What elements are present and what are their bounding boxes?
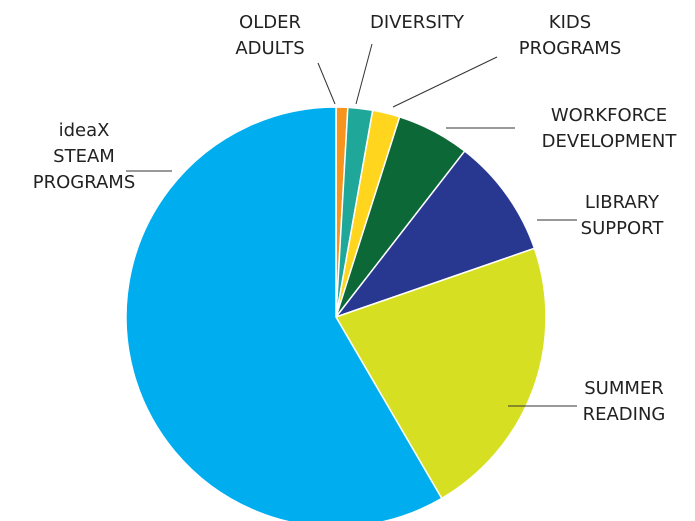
slice-label-line: DIVERSITY — [370, 12, 465, 33]
slice-label-older: OLDER ADULTS — [235, 12, 304, 59]
leader-lines — [126, 43, 577, 407]
leader-line-diversity — [355, 43, 373, 105]
pie-slice-summer — [334, 247, 547, 500]
slice-label-ideax: ideaX STEAM PROGRAMS — [33, 120, 136, 193]
slice-label-line: ADULTS — [235, 38, 304, 59]
slice-label-line: PROGRAMS — [33, 172, 136, 193]
slice-label-line: ideaX — [59, 120, 110, 141]
slice-label-line: STEAM — [53, 146, 115, 167]
pie-slice-ideax — [125, 106, 443, 521]
slice-label-line: READING — [583, 404, 666, 425]
pie-slice-library — [333, 150, 536, 319]
slice-label-line: OLDER — [239, 12, 301, 33]
slice-label-line: PROGRAMS — [519, 38, 622, 59]
slice-label-library: LIBRARY SUPPORT — [581, 192, 665, 239]
slice-label-line: SUMMER — [584, 378, 664, 399]
slice-label-summer: SUMMER READING — [583, 378, 666, 425]
leader-line-older — [317, 62, 336, 105]
leader-line-kids — [392, 56, 498, 108]
slice-label-line: KIDS — [549, 12, 591, 33]
slice-label-line: SUPPORT — [581, 218, 665, 239]
slice-label-line: LIBRARY — [585, 192, 660, 213]
slice-label-line: WORKFORCE — [551, 105, 667, 126]
slice-label-line: DEVELOPMENT — [542, 131, 678, 152]
slice-labels: OLDER ADULTS DIVERSITY KIDS PROGRAMS WORKFORC… — [33, 12, 678, 425]
slice-label-workforce: WORKFORCE DEVELOPMENT — [542, 105, 678, 152]
pie-slices — [125, 106, 547, 521]
slice-label-diversity: DIVERSITY — [370, 12, 465, 33]
slice-label-kids: KIDS PROGRAMS — [519, 12, 622, 59]
